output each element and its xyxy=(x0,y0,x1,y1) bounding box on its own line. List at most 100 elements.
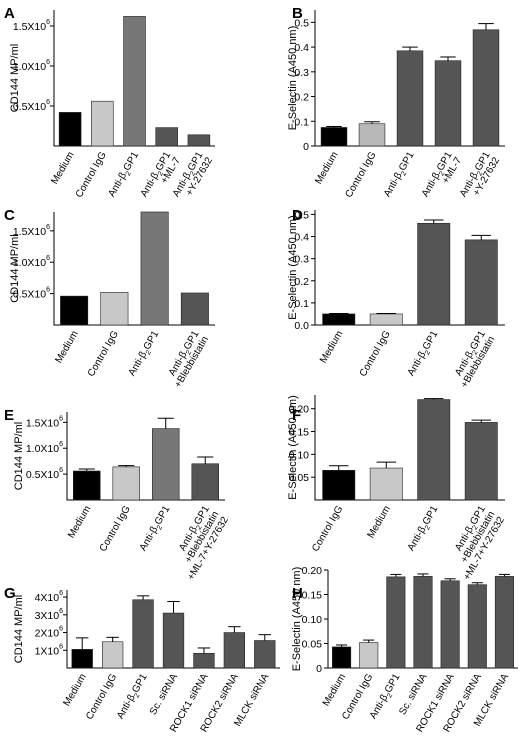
category-label: Medium xyxy=(61,672,88,708)
category-label: Medium xyxy=(318,329,345,365)
category-label-line: Anti-β2GP1 xyxy=(106,150,143,200)
y-tick-label: 0 xyxy=(316,663,322,675)
bar xyxy=(58,112,82,147)
category-label-line: Sc. siRNA xyxy=(148,672,180,717)
bar xyxy=(369,313,403,326)
category-label-line: Medium xyxy=(66,504,93,540)
bar xyxy=(155,127,178,147)
y-tick-label: 0.05 xyxy=(302,639,323,651)
y-tick-label: 0.4 xyxy=(294,232,309,244)
chart-panel-f: FE-Selectin (A450 nm)0.05 0.10 0.15 0.20 Con… xyxy=(287,395,507,582)
bar xyxy=(464,239,498,326)
category-label-line: Control IgG xyxy=(98,504,133,554)
y-axis-label: CD144 MP/ml xyxy=(13,595,25,663)
category-label: Medium xyxy=(321,672,348,708)
panel-letter: H xyxy=(292,585,303,602)
category-label-line: Medium xyxy=(49,150,76,186)
category-label-line: Control IgG xyxy=(344,150,379,200)
bar xyxy=(191,463,219,501)
category-label-line: Anti-β2GP1 xyxy=(138,504,175,554)
category-label: Anti-β2GP1+Blebbistatin xyxy=(453,329,497,390)
bar xyxy=(101,641,124,669)
chart-panel-b: B E-Selectin (A450 nm) 0 0.1 0.2 0.3 0.4 0.5 Med… xyxy=(287,5,505,200)
chart-panel-a: A CD144 MP/ml0.5X106 1.0X106 1.5X106 MediumC… xyxy=(4,5,215,200)
chart-panel-c: C CD144 MP/ml0.5X106 1.0X106 1.5X106 Medium C… xyxy=(4,207,215,390)
category-label-line: Control IgG xyxy=(86,329,121,379)
bar xyxy=(386,576,406,669)
bar xyxy=(193,652,215,669)
bar xyxy=(100,292,129,326)
bar xyxy=(112,466,140,501)
y-tick-label: 1.0X106 xyxy=(13,255,50,269)
category-label: Anti-β2GP1 xyxy=(138,504,175,554)
bar xyxy=(494,576,514,669)
category-label: Medium xyxy=(49,150,76,186)
y-tick-label: 0.5 xyxy=(294,209,309,221)
category-label: Sc. siRNA xyxy=(148,672,180,717)
y-tick-label: 0.15 xyxy=(289,427,310,439)
category-label: Control IgG xyxy=(86,329,121,379)
category-label-line: Medium xyxy=(318,329,345,365)
category-label: Medium xyxy=(66,504,93,540)
category-label-line: Anti-β2GP1 xyxy=(115,672,152,722)
bar xyxy=(440,580,460,669)
bar xyxy=(162,612,185,669)
y-axis-label: E-Selectin (A450 nm) xyxy=(287,215,299,320)
category-label: Medium xyxy=(366,504,393,540)
category-label-line: Control IgG xyxy=(310,504,345,554)
category-label-line: Control IgG xyxy=(358,329,393,379)
category-label-line: Medium xyxy=(366,504,393,540)
y-tick-label: 0 xyxy=(303,141,309,153)
bar xyxy=(60,295,89,326)
bar xyxy=(187,134,211,147)
category-label-line: Medium xyxy=(313,150,340,186)
y-axis-label: E-Selectin (A450 nm) xyxy=(287,395,299,500)
y-tick-label: 1.0X106 xyxy=(13,59,50,73)
y-tick-label: 0.1 xyxy=(294,116,309,128)
category-label: Anti-β2GP1+Blebbistatin+ML-7+Y-27632 xyxy=(453,504,507,583)
y-tick-label: 0.1 xyxy=(294,298,309,310)
bar xyxy=(464,422,498,501)
bar xyxy=(369,467,403,501)
bar xyxy=(467,584,487,669)
y-tick-label: 1.5X106 xyxy=(13,19,50,33)
bar xyxy=(413,576,433,669)
y-tick-label: 0.0 xyxy=(294,320,309,332)
category-label-line: Medium xyxy=(53,329,80,365)
y-tick-label: 0.20 xyxy=(302,565,323,577)
category-label: Anti-β2GP1 xyxy=(106,150,143,200)
y-tick-label: 3X106 xyxy=(35,608,64,622)
panel-letter: C xyxy=(4,207,15,224)
y-tick-label: 0.20 xyxy=(289,404,310,416)
bar xyxy=(320,127,348,147)
y-tick-label: 0.5 xyxy=(294,17,309,29)
y-tick-label: 0.3 xyxy=(294,254,309,266)
y-tick-label: 1.5X106 xyxy=(13,224,50,238)
y-tick-label: 4X106 xyxy=(35,590,64,604)
y-tick-label: 0.5X106 xyxy=(13,287,50,301)
y-tick-label: 1.0X106 xyxy=(26,441,63,455)
category-label: Anti-β2GP1 xyxy=(406,504,443,554)
category-label-line: Anti-β2GP1 xyxy=(406,504,443,554)
category-label: Anti-β2GP1+Blebbistatin xyxy=(167,329,211,390)
y-tick-label: 0.10 xyxy=(289,449,310,461)
panel-letter: F xyxy=(292,407,301,424)
category-label: Control IgG xyxy=(310,504,345,554)
bar xyxy=(73,470,101,501)
category-label: Medium xyxy=(53,329,80,365)
panel-letter: G xyxy=(4,585,16,602)
category-label-line: Anti-β2GP1 xyxy=(406,329,443,379)
category-label: Control IgG xyxy=(344,150,379,200)
bar xyxy=(322,470,356,501)
y-tick-label: 0.05 xyxy=(289,472,310,484)
category-label-line: Control IgG xyxy=(84,672,119,722)
bar xyxy=(140,211,169,326)
y-tick-label: 0.10 xyxy=(302,614,323,626)
bar xyxy=(358,123,386,147)
bar xyxy=(332,646,352,669)
bar xyxy=(71,649,93,669)
category-label: Anti-β2GP1 xyxy=(382,150,417,199)
category-label: Anti-β2GP1+Y-27632 xyxy=(171,150,215,199)
bar xyxy=(91,100,114,147)
